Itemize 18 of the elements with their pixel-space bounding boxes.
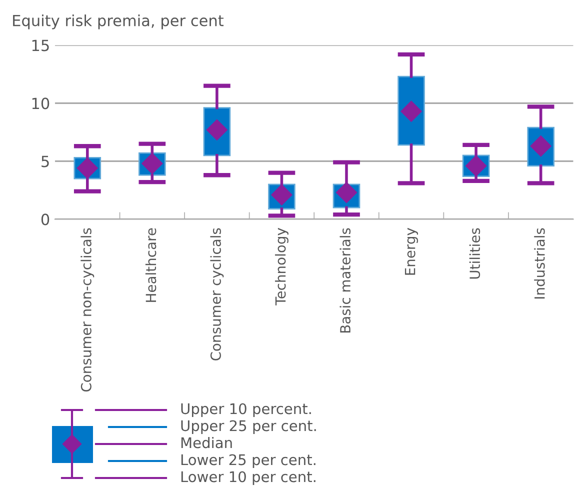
chart-title: Equity risk premia, per cent: [13, 14, 224, 30]
y-tick-label: 5: [42, 156, 49, 168]
x-tick-label: Consumer cyclicals: [210, 228, 224, 360]
text: Upper 10 percent.: [181, 403, 311, 418]
x-tick-label: Energy: [404, 228, 418, 275]
y-tick-label: 0: [41, 214, 50, 226]
x-tick-label: Basic materials: [340, 228, 351, 333]
y-tick-label: 10: [32, 98, 50, 110]
text: Upper 25 per cent.: [181, 420, 316, 434]
text: Lower 25 per cent.: [181, 454, 316, 468]
x-tick-label: Industrials: [534, 228, 545, 299]
text: Lower 10 per cent.: [181, 471, 316, 486]
y-tick-label: 15: [32, 40, 49, 52]
x-tick-label: Technology: [275, 228, 288, 306]
x-tick-label: Healthcare: [145, 228, 156, 302]
x-tick-label: Consumer non-cyclicals: [80, 228, 94, 392]
x-tick-label: Utilities: [469, 228, 480, 279]
text: Median: [181, 436, 232, 448]
